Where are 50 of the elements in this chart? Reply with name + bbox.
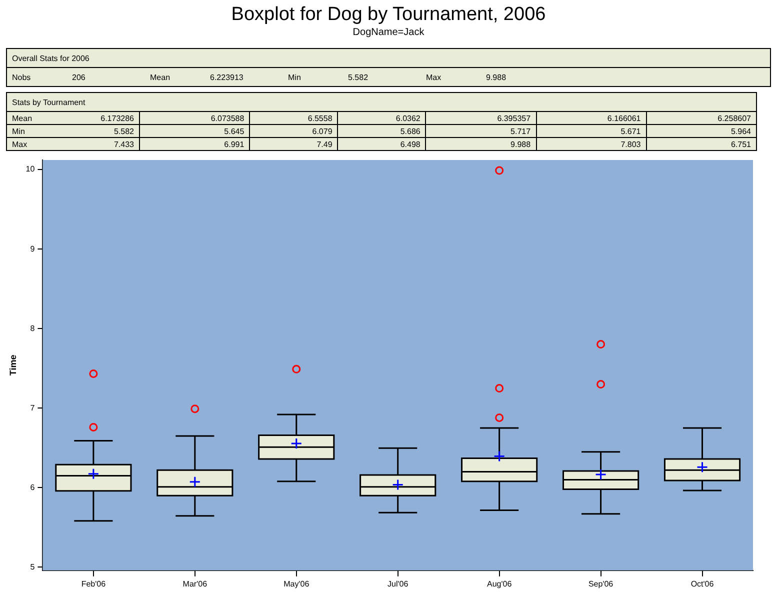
text: 9.988 — [486, 72, 508, 82]
text: 6.258607 — [646, 112, 756, 124]
text: 5.582 — [114, 126, 134, 136]
text: 5.686 — [338, 124, 426, 138]
text: 6.5558 — [250, 112, 338, 124]
text: 5.582 — [348, 72, 370, 82]
y-tick-label: 10 — [26, 164, 36, 174]
text: 6.991 — [140, 138, 250, 150]
text: 6.223913 — [210, 72, 244, 82]
text: Stats by Tournament — [6, 92, 756, 112]
text: Min — [12, 126, 25, 136]
x-tick-label: May'06 — [284, 579, 310, 588]
x-tick-label: Oct'06 — [690, 579, 714, 588]
text: 5.964 — [646, 124, 756, 138]
y-tick-label: 9 — [30, 244, 36, 254]
text: 6.073588 — [140, 112, 250, 124]
x-tick-label: Aug'06 — [486, 579, 512, 588]
chart-subtitle: DogName=Jack — [352, 27, 426, 38]
text: 6.079 — [250, 124, 338, 138]
text: Max — [426, 72, 442, 82]
x-tick-label: Mar'06 — [182, 579, 208, 588]
text: Mean — [150, 72, 172, 82]
text: Mean — [12, 114, 32, 122]
text: 6.498 — [338, 138, 426, 150]
text: 5.671 — [536, 124, 646, 138]
text: 7.803 — [536, 138, 646, 150]
text: 6.166061 — [536, 112, 646, 124]
text: 5.645 — [140, 124, 250, 138]
y-tick-label: 6 — [30, 482, 36, 492]
text: 5.717 — [426, 124, 536, 138]
x-tick-label: Sep'06 — [588, 579, 614, 588]
text: Min — [288, 72, 302, 82]
text: Max — [12, 140, 28, 148]
text: 7.433 — [114, 140, 134, 148]
text: 6.173286 — [100, 114, 134, 122]
text: Overall Stats for 2006 — [6, 48, 770, 68]
text: 6.751 — [646, 138, 756, 150]
text: 9.988 — [426, 138, 536, 150]
x-tick-label: Feb'06 — [81, 579, 106, 588]
chart-title: Boxplot for Dog by Tournament, 2006 — [230, 4, 547, 26]
text: 6.0362 — [338, 112, 426, 124]
x-tick-label: Jul'06 — [388, 579, 409, 588]
text: 206 — [72, 72, 86, 82]
text: Nobs — [12, 72, 32, 82]
text: 7.49 — [250, 138, 338, 150]
y-tick-label: 7 — [30, 403, 36, 412]
y-axis-title: Time — [8, 354, 18, 376]
text: 6.395357 — [426, 112, 536, 124]
y-tick-label: 5 — [30, 562, 36, 572]
y-tick-label: 8 — [30, 324, 36, 333]
